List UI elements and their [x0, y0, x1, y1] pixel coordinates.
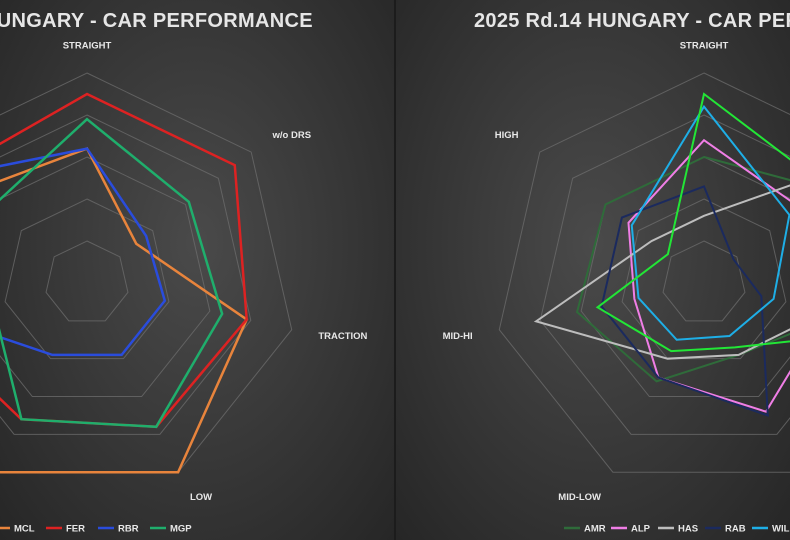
- axis-label-mid-low: MID-LOW: [558, 492, 601, 503]
- axis-label-high: HIGH: [495, 130, 519, 141]
- series-has-line: [533, 184, 790, 360]
- axis-label-w-o-drs: w/o DRS: [272, 130, 312, 141]
- grid-ring: [539, 114, 790, 435]
- radar-grid: [0, 72, 293, 473]
- axis-label-straight: STRAIGHT: [63, 41, 112, 52]
- grid-ring: [4, 198, 170, 360]
- grid-ring: [498, 72, 790, 473]
- legend-label-rab: RAB: [725, 524, 746, 535]
- grid-ring: [45, 240, 129, 322]
- legend-label-has: HAS: [678, 524, 698, 535]
- legend-label-rbr: RBR: [118, 524, 139, 535]
- legend: MCL FER RBR MGP: [0, 524, 192, 535]
- series-sau-line: [595, 92, 790, 353]
- grid-ring: [0, 114, 252, 435]
- series-rbr-line: [0, 147, 167, 357]
- right-chart-title: 2025 Rd.14 HUNGARY - CAR PERFORMANCE: [474, 10, 790, 32]
- legend-label-fer: FER: [66, 524, 85, 535]
- series-alp-line: [627, 138, 790, 413]
- grid-ring: [662, 240, 746, 322]
- axis-label-straight: STRAIGHT: [680, 41, 729, 52]
- legend-label-alp: ALP: [631, 524, 651, 535]
- grid-ring: [621, 198, 787, 360]
- legend: AMRALPHASRABWILSAU: [564, 524, 790, 535]
- legend-label-amr: AMR: [584, 524, 606, 535]
- legend-label-wil: WIL: [772, 524, 790, 535]
- axis-label-low: LOW: [190, 492, 212, 503]
- series-mgp-line: [0, 117, 224, 429]
- axis-label-traction: TRACTION: [318, 331, 367, 342]
- grid-ring: [0, 72, 293, 473]
- panel-divider: [394, 0, 396, 540]
- series-mcl-line: [0, 147, 249, 474]
- series-rab-line: [600, 185, 769, 417]
- series-fer-line: [0, 92, 248, 429]
- legend-label-mcl: MCL: [14, 524, 35, 535]
- legend-label-mgp: MGP: [170, 524, 192, 535]
- right-chart-panel: 2025 Rd.14 HUNGARY - CAR PERFORMANCE STR…: [396, 0, 790, 540]
- series-wil-line: [630, 104, 790, 341]
- left-chart-title: HUNGARY - CAR PERFORMANCE: [0, 10, 313, 32]
- grid-ring: [0, 156, 211, 398]
- left-chart-panel: HUNGARY - CAR PERFORMANCE STRAIGHT w/o DR…: [0, 0, 394, 540]
- series-amr-line: [575, 155, 790, 383]
- axis-label-mid-hi: MID-HI: [443, 331, 473, 342]
